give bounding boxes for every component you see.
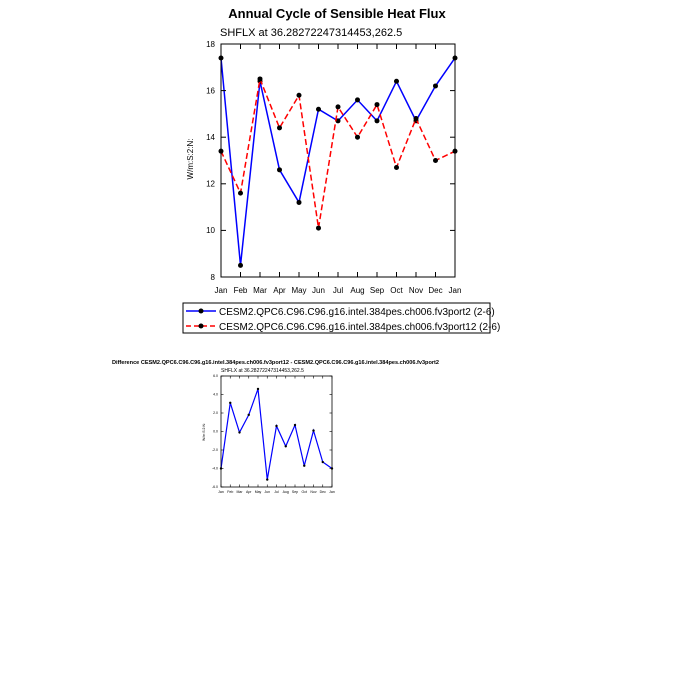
- series-2-point: [355, 134, 360, 140]
- series-1-point: [275, 424, 278, 428]
- x-tick-label: Sep: [370, 286, 385, 295]
- series-1-point: [394, 78, 399, 84]
- series-1-point: [266, 478, 269, 481]
- series-1-point: [335, 118, 341, 124]
- series-line-1: [220, 388, 333, 480]
- x-tick-label: Jan: [215, 286, 228, 295]
- series-2-point: [257, 76, 263, 82]
- y-tick-label: -6.0: [212, 485, 218, 489]
- x-tick-label: May: [255, 490, 262, 494]
- y-tick-label: 12: [206, 180, 215, 189]
- x-tick-label: Mar: [236, 490, 243, 494]
- x-tick-label: Apr: [246, 490, 252, 494]
- axis-ticks: 8 10 12 14 16 18 Jan Feb Mar Apr May Jun Jul Aug Sep Oc…: [206, 40, 461, 295]
- x-tick-label: May: [291, 286, 306, 295]
- x-tick-label: Aug: [350, 286, 364, 295]
- x-tick-label: Aug: [283, 490, 289, 494]
- series-2-point: [277, 125, 282, 131]
- x-tick-label: Mar: [253, 286, 267, 295]
- series-1-point: [277, 167, 282, 173]
- series-1-point: [312, 429, 315, 432]
- x-tick-label: Jul: [274, 490, 279, 494]
- x-tick-label: Oct: [302, 490, 307, 494]
- legend-marker-series-2: [198, 323, 204, 329]
- legend-label-series-1: CESM2.QPC6.C96.C96.g16.intel.384pes.ch00…: [219, 307, 495, 318]
- series-2-point: [238, 190, 243, 196]
- difference-chart: Difference CESM2.QPC6.C96.C96.g16.intel.…: [112, 360, 439, 494]
- series-1-point: [293, 423, 297, 427]
- y-tick-label: -2.0: [212, 448, 218, 452]
- x-tick-label: Apr: [273, 286, 286, 295]
- x-tick-label: Dec: [320, 490, 326, 494]
- y-tick-label: 6.0: [213, 374, 218, 378]
- chart-title: Annual Cycle of Sensible Heat Flux: [228, 6, 446, 21]
- y-tick-label: 0.0: [213, 430, 218, 434]
- y-tick-label: 10: [206, 226, 215, 235]
- difference-chart-title: Difference CESM2.QPC6.C96.C96.g16.intel.…: [112, 360, 439, 366]
- y-tick-label: 14: [206, 133, 215, 142]
- plot-frame: [220, 43, 456, 278]
- x-tick-label: Jan: [329, 490, 335, 494]
- x-tick-label: Oct: [390, 286, 403, 295]
- y-tick-label: 2.0: [213, 411, 218, 415]
- x-tick-label: Nov: [310, 490, 316, 494]
- y-tick-label: 8: [211, 273, 216, 282]
- y-tick-label: 18: [206, 40, 215, 49]
- y-axis-label: W/m:S:2:N:: [186, 139, 195, 180]
- x-tick-label: Feb: [234, 286, 248, 295]
- series-1-point: [238, 431, 241, 434]
- x-tick-label: Nov: [409, 286, 423, 295]
- x-tick-label: Feb: [227, 490, 233, 494]
- difference-plot-frame: [220, 375, 333, 488]
- series-1-point: [296, 199, 302, 205]
- main-chart: Annual Cycle of Sensible Heat Flux SHFLX…: [186, 6, 461, 295]
- series-2-point: [335, 104, 341, 110]
- legend-label-series-2: CESM2.QPC6.C96.C96.g16.intel.384pes.ch00…: [219, 322, 500, 333]
- legend-box: [182, 302, 491, 334]
- series-layer: [218, 55, 458, 268]
- series-1-point: [247, 413, 250, 417]
- series-2-point: [316, 225, 321, 231]
- series-2-point: [433, 158, 438, 163]
- x-tick-label: Jul: [333, 286, 343, 295]
- difference-y-axis-label: W/m:S:2:N:: [202, 423, 206, 441]
- series-1-point: [374, 118, 380, 124]
- series-1-point: [316, 106, 321, 112]
- series-1-point: [321, 460, 324, 464]
- series-2-point: [374, 102, 380, 108]
- legend-marker-series-1: [198, 308, 204, 314]
- y-tick-label: 16: [206, 86, 215, 95]
- series-1-point: [229, 401, 232, 405]
- x-tick-label: Sep: [292, 490, 298, 494]
- x-tick-label: Jan: [449, 286, 462, 295]
- x-tick-label: Jun: [264, 490, 270, 494]
- difference-chart-subtitle: SHFLX at 36.28272247314453,262.5: [221, 368, 304, 374]
- series-line-1: [220, 57, 456, 266]
- series-2-point: [394, 164, 399, 170]
- series-2-point: [296, 92, 302, 98]
- legend: CESM2.QPC6.C96.C96.g16.intel.384pes.ch00…: [182, 302, 500, 334]
- series-1-point: [284, 445, 287, 448]
- x-tick-label: Jan: [218, 490, 224, 494]
- x-tick-label: Jun: [312, 286, 325, 295]
- series-1-point: [303, 464, 306, 467]
- y-tick-label: -4.0: [212, 467, 218, 471]
- series-line-2: [220, 76, 456, 229]
- difference-series-layer: [219, 387, 334, 481]
- y-tick-label: 4.0: [213, 393, 218, 397]
- series-1-point: [238, 262, 243, 268]
- series-1-point: [256, 387, 260, 391]
- series-1-point: [433, 83, 438, 89]
- series-1-point: [355, 97, 360, 103]
- chart-subtitle: SHFLX at 36.28272247314453,262.5: [220, 27, 402, 39]
- series-2-point: [413, 116, 419, 122]
- x-tick-label: Dec: [428, 286, 442, 295]
